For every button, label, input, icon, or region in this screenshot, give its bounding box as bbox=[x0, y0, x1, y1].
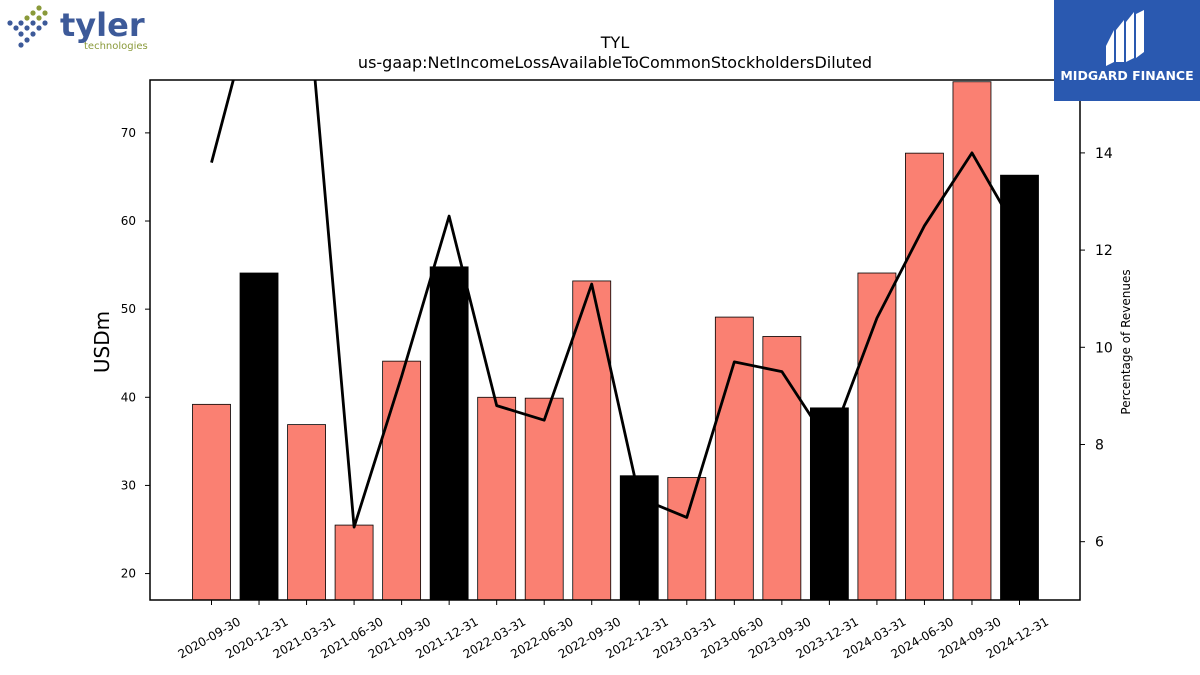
bar-2023-09-30 bbox=[762, 336, 802, 601]
y2-tick-label: 6 bbox=[1095, 535, 1104, 551]
y-tick-label: 20 bbox=[121, 567, 136, 581]
bar-2022-03-31 bbox=[477, 396, 517, 601]
bar-2021-03-31 bbox=[287, 424, 326, 601]
tyler-dots-icon bbox=[7, 5, 48, 48]
line-layer bbox=[210, 80, 1021, 529]
bar-2023-12-31 bbox=[809, 407, 849, 601]
bar-2022-06-30 bbox=[524, 397, 564, 601]
y2-tick-label: 12 bbox=[1095, 243, 1113, 259]
midgard-finance-logo: MIDGARD FINANCE bbox=[1054, 0, 1200, 101]
tyler-logo-mark: tyler technologies bbox=[7, 5, 148, 52]
tyler-logo-sub: technologies bbox=[84, 41, 148, 52]
bar-2021-12-31 bbox=[429, 266, 469, 601]
bar-2020-12-31 bbox=[239, 272, 279, 601]
y-axis-label: USDm bbox=[90, 311, 114, 373]
percentage-line bbox=[210, 80, 1021, 529]
chart-title: TYL bbox=[600, 33, 630, 52]
y-tick-label: 30 bbox=[121, 478, 136, 492]
midgard-logo-mark: MIDGARD FINANCE bbox=[1060, 10, 1194, 83]
bar-2021-06-30 bbox=[334, 524, 374, 601]
bar-2022-09-30 bbox=[572, 280, 612, 601]
bar-2021-09-30 bbox=[382, 360, 422, 601]
y-tick-label: 60 bbox=[121, 214, 136, 228]
bar-2024-03-31 bbox=[857, 272, 897, 601]
y2-axis-label: Percentage of Revenues bbox=[1119, 269, 1133, 414]
y2-tick-label: 8 bbox=[1095, 437, 1104, 453]
bar-2024-09-30 bbox=[952, 81, 992, 601]
midgard-logo-word: MIDGARD FINANCE bbox=[1060, 68, 1193, 83]
plot-frame bbox=[149, 79, 1081, 601]
y-tick-label: 40 bbox=[121, 390, 136, 404]
y2-tick-label: 10 bbox=[1095, 340, 1113, 356]
tyler-logo: tyler technologies bbox=[4, 4, 154, 54]
midgard-emblem-icon bbox=[1106, 10, 1144, 66]
bar-2023-06-30 bbox=[714, 316, 754, 601]
y-tick-label: 70 bbox=[121, 126, 136, 140]
bar-2023-03-31 bbox=[667, 477, 707, 601]
chart-subtitle: us-gaap:NetIncomeLossAvailableToCommonSt… bbox=[358, 53, 872, 72]
bar-2024-12-31 bbox=[1000, 174, 1039, 601]
bars-layer bbox=[192, 81, 1039, 601]
y2-tick-label: 14 bbox=[1095, 146, 1113, 162]
bar-2020-09-30 bbox=[192, 403, 231, 601]
y-tick-label: 50 bbox=[121, 302, 136, 316]
tyler-logo-word: tyler bbox=[60, 6, 145, 44]
bar-2024-06-30 bbox=[905, 152, 944, 601]
